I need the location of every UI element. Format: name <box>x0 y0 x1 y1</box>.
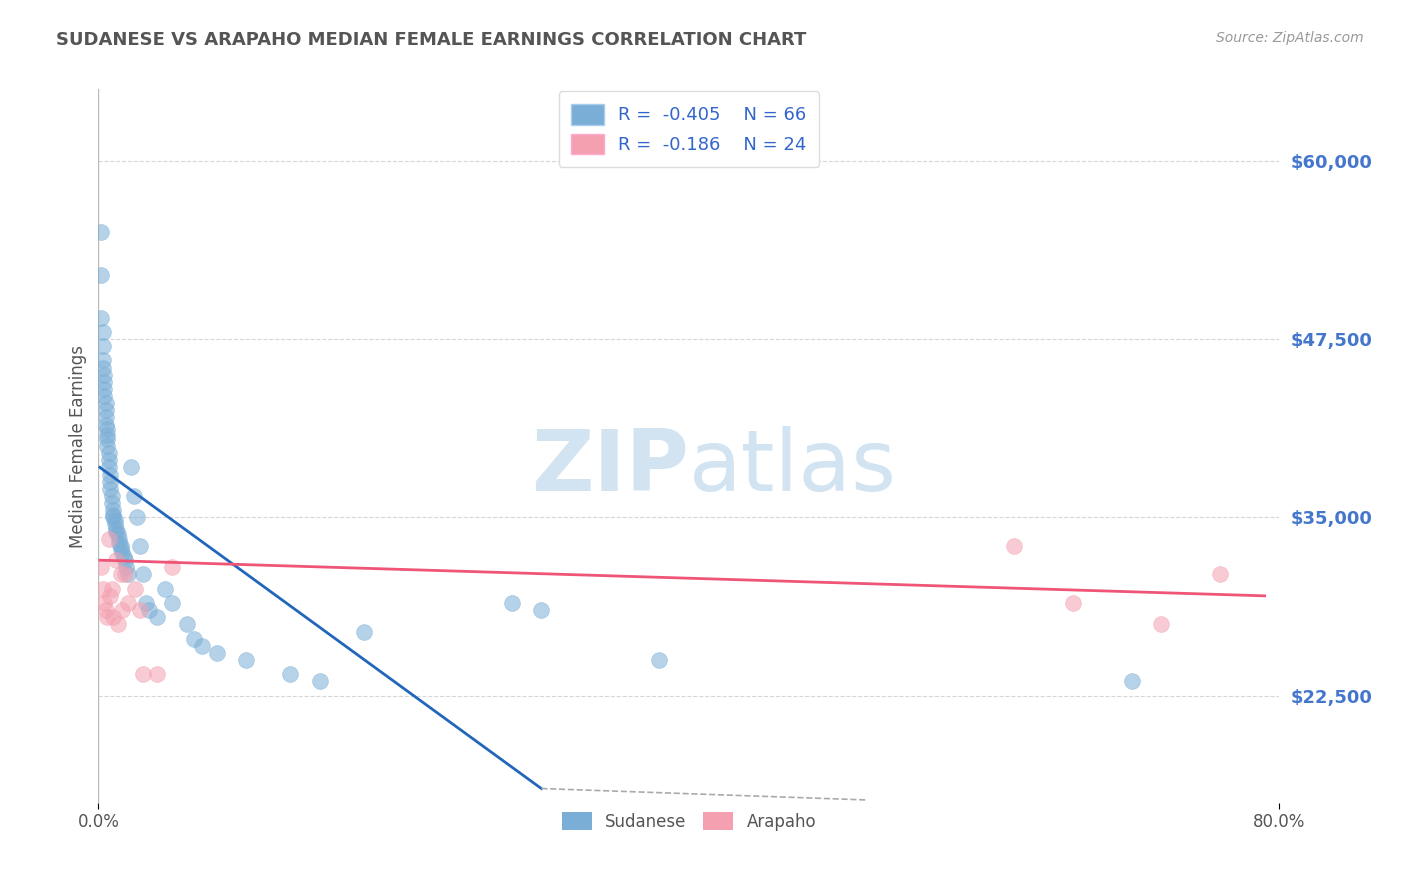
Point <box>91 339 114 353</box>
Point <box>96 439 118 453</box>
Point <box>96 432 118 446</box>
Point <box>146 667 169 681</box>
Point <box>90 560 112 574</box>
Point <box>1062 596 1084 610</box>
Point <box>110 567 132 582</box>
Point <box>97 453 120 467</box>
Point <box>104 517 127 532</box>
Text: SUDANESE VS ARAPAHO MEDIAN FEMALE EARNINGS CORRELATION CHART: SUDANESE VS ARAPAHO MEDIAN FEMALE EARNIN… <box>56 31 807 49</box>
Point <box>93 368 115 382</box>
Point <box>135 596 157 610</box>
Point <box>96 427 118 442</box>
Point <box>114 567 136 582</box>
Point <box>98 475 121 489</box>
Point <box>107 527 129 541</box>
Text: Source: ZipAtlas.com: Source: ZipAtlas.com <box>1216 31 1364 45</box>
Point <box>97 460 120 475</box>
Y-axis label: Median Female Earnings: Median Female Earnings <box>69 344 87 548</box>
Point <box>93 389 115 403</box>
Point <box>122 489 145 503</box>
Point <box>108 536 131 550</box>
Point <box>115 560 138 574</box>
Point <box>117 596 139 610</box>
Point <box>309 674 332 689</box>
Point <box>103 503 125 517</box>
Point <box>100 489 122 503</box>
Point <box>1002 539 1025 553</box>
Point <box>353 624 375 639</box>
Point <box>98 482 121 496</box>
Point <box>108 532 131 546</box>
Point <box>105 524 128 539</box>
Point <box>93 375 115 389</box>
Point <box>110 541 132 556</box>
Point <box>1121 674 1143 689</box>
Point <box>103 510 125 524</box>
Point <box>94 603 117 617</box>
Point <box>103 610 125 624</box>
Point <box>128 539 150 553</box>
Point <box>98 467 121 482</box>
Point <box>125 510 148 524</box>
Point <box>97 532 120 546</box>
Point <box>501 596 523 610</box>
Point <box>90 268 112 282</box>
Point <box>96 422 118 436</box>
Point <box>100 496 122 510</box>
Point <box>91 582 114 596</box>
Point <box>94 403 117 417</box>
Point <box>94 417 117 432</box>
Point <box>96 610 118 624</box>
Point <box>91 325 114 339</box>
Text: ZIP: ZIP <box>531 425 689 509</box>
Point <box>280 667 302 681</box>
Point <box>91 360 114 375</box>
Point <box>132 667 155 681</box>
Point <box>90 225 112 239</box>
Point <box>105 522 128 536</box>
Point <box>94 396 117 410</box>
Point <box>97 446 120 460</box>
Point <box>176 617 198 632</box>
Point <box>1209 567 1232 582</box>
Point <box>235 653 257 667</box>
Point <box>120 460 142 475</box>
Point <box>91 353 114 368</box>
Point <box>105 553 128 567</box>
Point <box>111 603 134 617</box>
Point <box>100 582 122 596</box>
Legend: Sudanese, Arapaho: Sudanese, Arapaho <box>555 805 823 838</box>
Point <box>93 382 115 396</box>
Point <box>146 610 169 624</box>
Point <box>183 632 205 646</box>
Point <box>103 508 125 522</box>
Point <box>153 582 176 596</box>
Point <box>128 603 150 617</box>
Point <box>112 550 135 565</box>
Point <box>162 596 183 610</box>
Point <box>104 513 127 527</box>
Point <box>110 539 132 553</box>
Point <box>530 603 553 617</box>
Point <box>132 567 155 582</box>
Point <box>98 589 121 603</box>
Point <box>1150 617 1173 632</box>
Point <box>138 603 160 617</box>
Point <box>107 617 129 632</box>
Text: atlas: atlas <box>689 425 897 509</box>
Point <box>111 546 134 560</box>
Point <box>114 553 136 567</box>
Point <box>205 646 228 660</box>
Point <box>94 410 117 425</box>
Point <box>124 582 146 596</box>
Point <box>93 596 115 610</box>
Point <box>191 639 214 653</box>
Point <box>162 560 183 574</box>
Point <box>648 653 671 667</box>
Point <box>117 567 139 582</box>
Point <box>90 310 112 325</box>
